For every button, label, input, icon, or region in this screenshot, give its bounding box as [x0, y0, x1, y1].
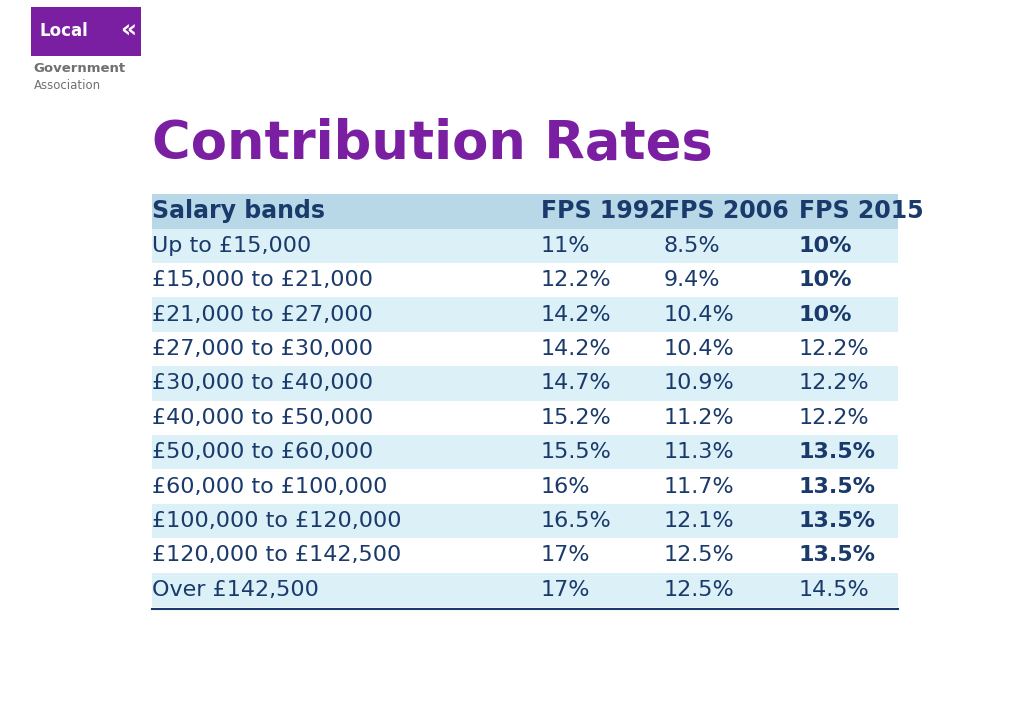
Text: 12.5%: 12.5% — [664, 545, 734, 565]
Text: £40,000 to £50,000: £40,000 to £50,000 — [152, 408, 373, 428]
Text: «: « — [120, 19, 136, 43]
Text: Up to £15,000: Up to £15,000 — [152, 236, 311, 256]
Text: £15,000 to £21,000: £15,000 to £21,000 — [152, 270, 373, 290]
FancyBboxPatch shape — [152, 401, 898, 435]
Text: Contribution Rates: Contribution Rates — [152, 118, 713, 169]
Text: 17%: 17% — [541, 580, 590, 600]
Text: 15.2%: 15.2% — [541, 408, 611, 428]
Text: FPS 1992: FPS 1992 — [541, 199, 666, 223]
Text: 13.5%: 13.5% — [799, 511, 876, 531]
Text: Government: Government — [34, 62, 126, 75]
Text: 16%: 16% — [541, 476, 590, 496]
Text: £27,000 to £30,000: £27,000 to £30,000 — [152, 339, 373, 359]
Text: 14.2%: 14.2% — [541, 305, 611, 325]
Text: 10%: 10% — [799, 236, 852, 256]
Text: Association: Association — [34, 79, 101, 92]
Text: 13.5%: 13.5% — [799, 476, 876, 496]
Text: 14.5%: 14.5% — [799, 580, 869, 600]
FancyBboxPatch shape — [152, 435, 898, 469]
Text: 10.4%: 10.4% — [664, 305, 734, 325]
Text: 15.5%: 15.5% — [541, 442, 611, 462]
Text: 16.5%: 16.5% — [541, 511, 611, 531]
Text: 9.4%: 9.4% — [664, 270, 720, 290]
Text: 10%: 10% — [799, 270, 852, 290]
Text: FPS 2006: FPS 2006 — [664, 199, 788, 223]
Text: £21,000 to £27,000: £21,000 to £27,000 — [152, 305, 373, 325]
Text: 11.7%: 11.7% — [664, 476, 734, 496]
Text: 11.2%: 11.2% — [664, 408, 734, 428]
Text: £30,000 to £40,000: £30,000 to £40,000 — [152, 374, 373, 393]
Text: 10.9%: 10.9% — [664, 374, 734, 393]
FancyBboxPatch shape — [31, 7, 141, 57]
Text: 8.5%: 8.5% — [664, 236, 720, 256]
Text: 17%: 17% — [541, 545, 590, 565]
Text: 12.5%: 12.5% — [664, 580, 734, 600]
Text: 12.1%: 12.1% — [664, 511, 734, 531]
Text: £100,000 to £120,000: £100,000 to £120,000 — [152, 511, 401, 531]
Text: 13.5%: 13.5% — [799, 442, 876, 462]
FancyBboxPatch shape — [152, 573, 898, 607]
Text: 12.2%: 12.2% — [799, 374, 869, 393]
FancyBboxPatch shape — [152, 229, 898, 263]
FancyBboxPatch shape — [152, 194, 898, 229]
Text: £120,000 to £142,500: £120,000 to £142,500 — [152, 545, 401, 565]
Text: Salary bands: Salary bands — [152, 199, 325, 223]
Text: Over £142,500: Over £142,500 — [152, 580, 318, 600]
Text: £60,000 to £100,000: £60,000 to £100,000 — [152, 476, 387, 496]
Text: 11%: 11% — [541, 236, 590, 256]
Text: Local: Local — [40, 22, 89, 40]
FancyBboxPatch shape — [152, 504, 898, 538]
Text: 10%: 10% — [799, 305, 852, 325]
FancyBboxPatch shape — [152, 263, 898, 298]
FancyBboxPatch shape — [152, 469, 898, 504]
Text: 12.2%: 12.2% — [799, 408, 869, 428]
Text: £50,000 to £60,000: £50,000 to £60,000 — [152, 442, 373, 462]
FancyBboxPatch shape — [152, 538, 898, 573]
Text: 14.2%: 14.2% — [541, 339, 611, 359]
Text: 12.2%: 12.2% — [541, 270, 611, 290]
Text: FPS 2015: FPS 2015 — [799, 199, 924, 223]
FancyBboxPatch shape — [152, 367, 898, 401]
Text: 13.5%: 13.5% — [799, 545, 876, 565]
Text: 14.7%: 14.7% — [541, 374, 611, 393]
FancyBboxPatch shape — [152, 332, 898, 367]
Text: 10.4%: 10.4% — [664, 339, 734, 359]
Text: 12.2%: 12.2% — [799, 339, 869, 359]
FancyBboxPatch shape — [152, 298, 898, 332]
Text: 11.3%: 11.3% — [664, 442, 734, 462]
